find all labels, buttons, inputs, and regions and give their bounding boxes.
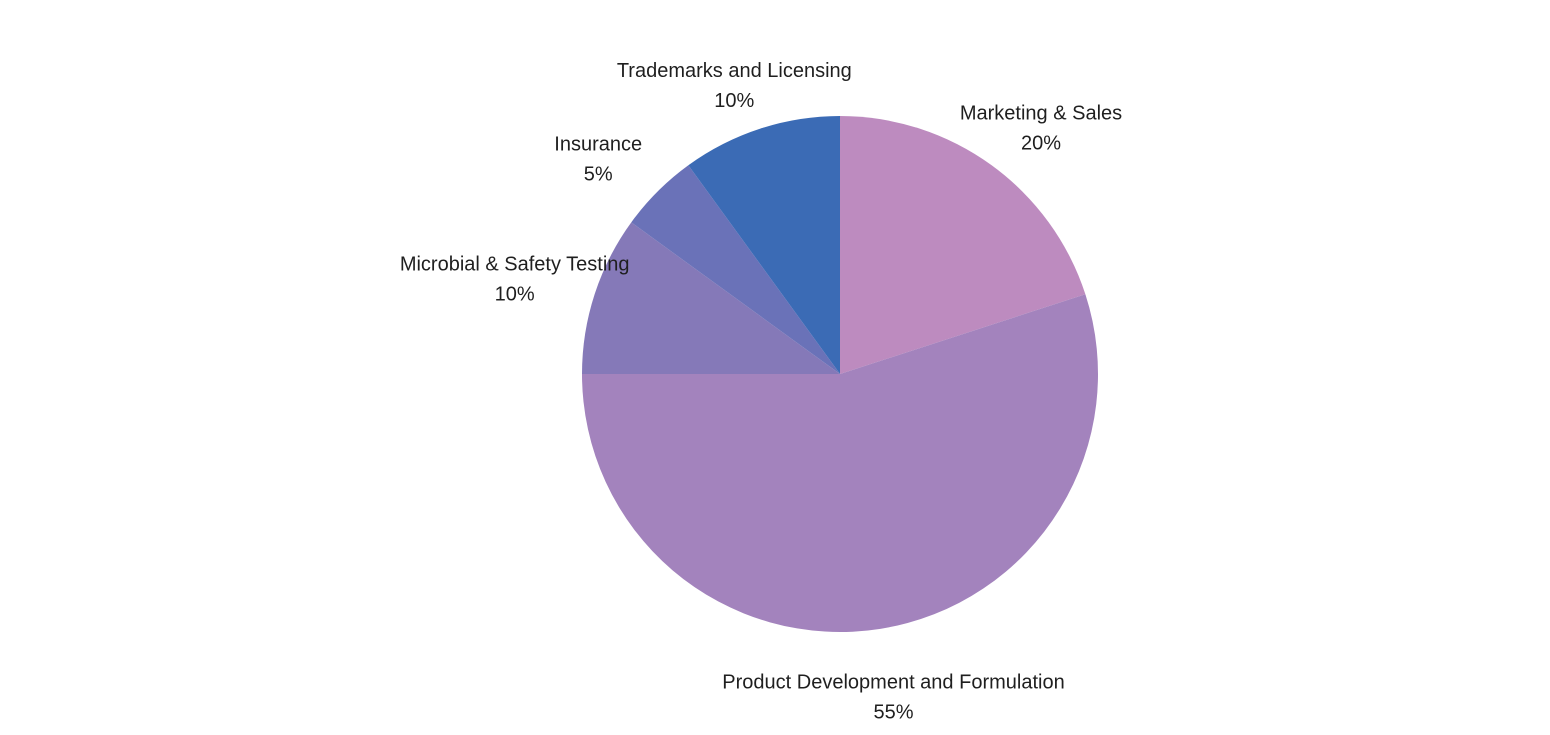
pie-slice-insurance: [631, 165, 840, 374]
slice-label-marketing-and-sales: Marketing & Sales: [960, 103, 1122, 125]
slice-label-product-development-and-formulation: Product Development and Formulation: [722, 671, 1064, 693]
slice-label-microbial-and-safety-testing: Microbial & Safety Testing: [400, 254, 630, 276]
slice-value-marketing-and-sales: 20%: [1021, 133, 1061, 155]
pie-slice-product-development-and-formulation: [582, 294, 1098, 633]
slice-value-insurance: 5%: [584, 164, 613, 186]
pie-slices: [582, 116, 1098, 633]
pie-slice-microbial-and-safety-testing: [582, 222, 840, 374]
pie-slice-trademarks-and-licensing: [688, 116, 840, 374]
slice-value-microbial-and-safety-testing: 10%: [495, 284, 535, 306]
slice-value-trademarks-and-licensing: 10%: [714, 90, 754, 112]
slice-value-product-development-and-formulation: 55%: [873, 701, 913, 723]
pie-labels: Marketing & Sales 20% Product Development …: [400, 60, 1122, 723]
slice-label-insurance: Insurance: [554, 134, 642, 156]
slice-label-trademarks-and-licensing: Trademarks and Licensing: [617, 60, 852, 82]
pie-slice-marketing-and-sales: [840, 116, 1086, 374]
